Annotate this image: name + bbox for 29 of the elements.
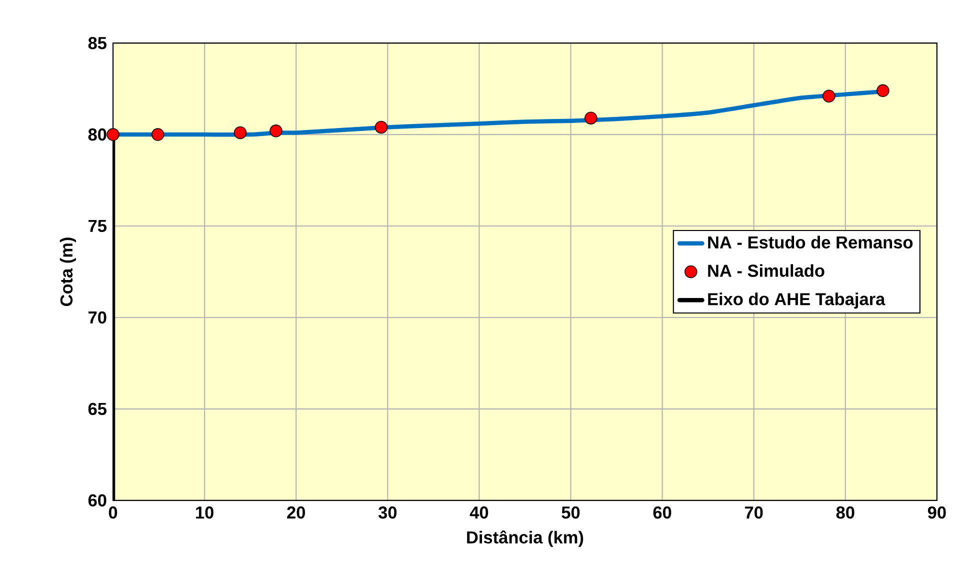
x-tick-label: 60 bbox=[653, 506, 672, 519]
x-tick-label: 70 bbox=[744, 506, 763, 519]
x-tick-label: 50 bbox=[562, 506, 580, 519]
x-tick-label: 30 bbox=[378, 506, 397, 519]
point bbox=[234, 126, 247, 140]
y-tick-label: 85 bbox=[88, 36, 107, 50]
y-tick-label: 80 bbox=[88, 128, 106, 141]
legend-label: NA - Simulado bbox=[708, 264, 824, 277]
x-tick-label: 80 bbox=[836, 506, 854, 519]
y-tick-label: 70 bbox=[88, 311, 106, 324]
legend-label: NA - Estudo de Remanso bbox=[708, 236, 913, 248]
point bbox=[584, 112, 598, 124]
x-axis-title: Distância (km) bbox=[467, 530, 584, 547]
x-tick-label: 90 bbox=[928, 506, 946, 519]
y-tick-label: 60 bbox=[88, 494, 106, 506]
y-axis-title: Cota (m) bbox=[60, 238, 76, 306]
point bbox=[106, 128, 120, 141]
y-tick-label: 75 bbox=[88, 220, 107, 232]
x-tick-label: 40 bbox=[470, 506, 488, 519]
point bbox=[151, 128, 164, 141]
legend-label: Eixo do AHE Tabajara bbox=[708, 292, 886, 309]
y-tick-label: 65 bbox=[88, 402, 107, 415]
point bbox=[876, 84, 890, 97]
point bbox=[374, 120, 388, 134]
x-tick-label: 10 bbox=[196, 506, 214, 519]
point bbox=[822, 90, 836, 102]
x-tick-label: 20 bbox=[287, 506, 305, 519]
point bbox=[270, 124, 282, 138]
x-tick-label: 0 bbox=[108, 506, 118, 519]
